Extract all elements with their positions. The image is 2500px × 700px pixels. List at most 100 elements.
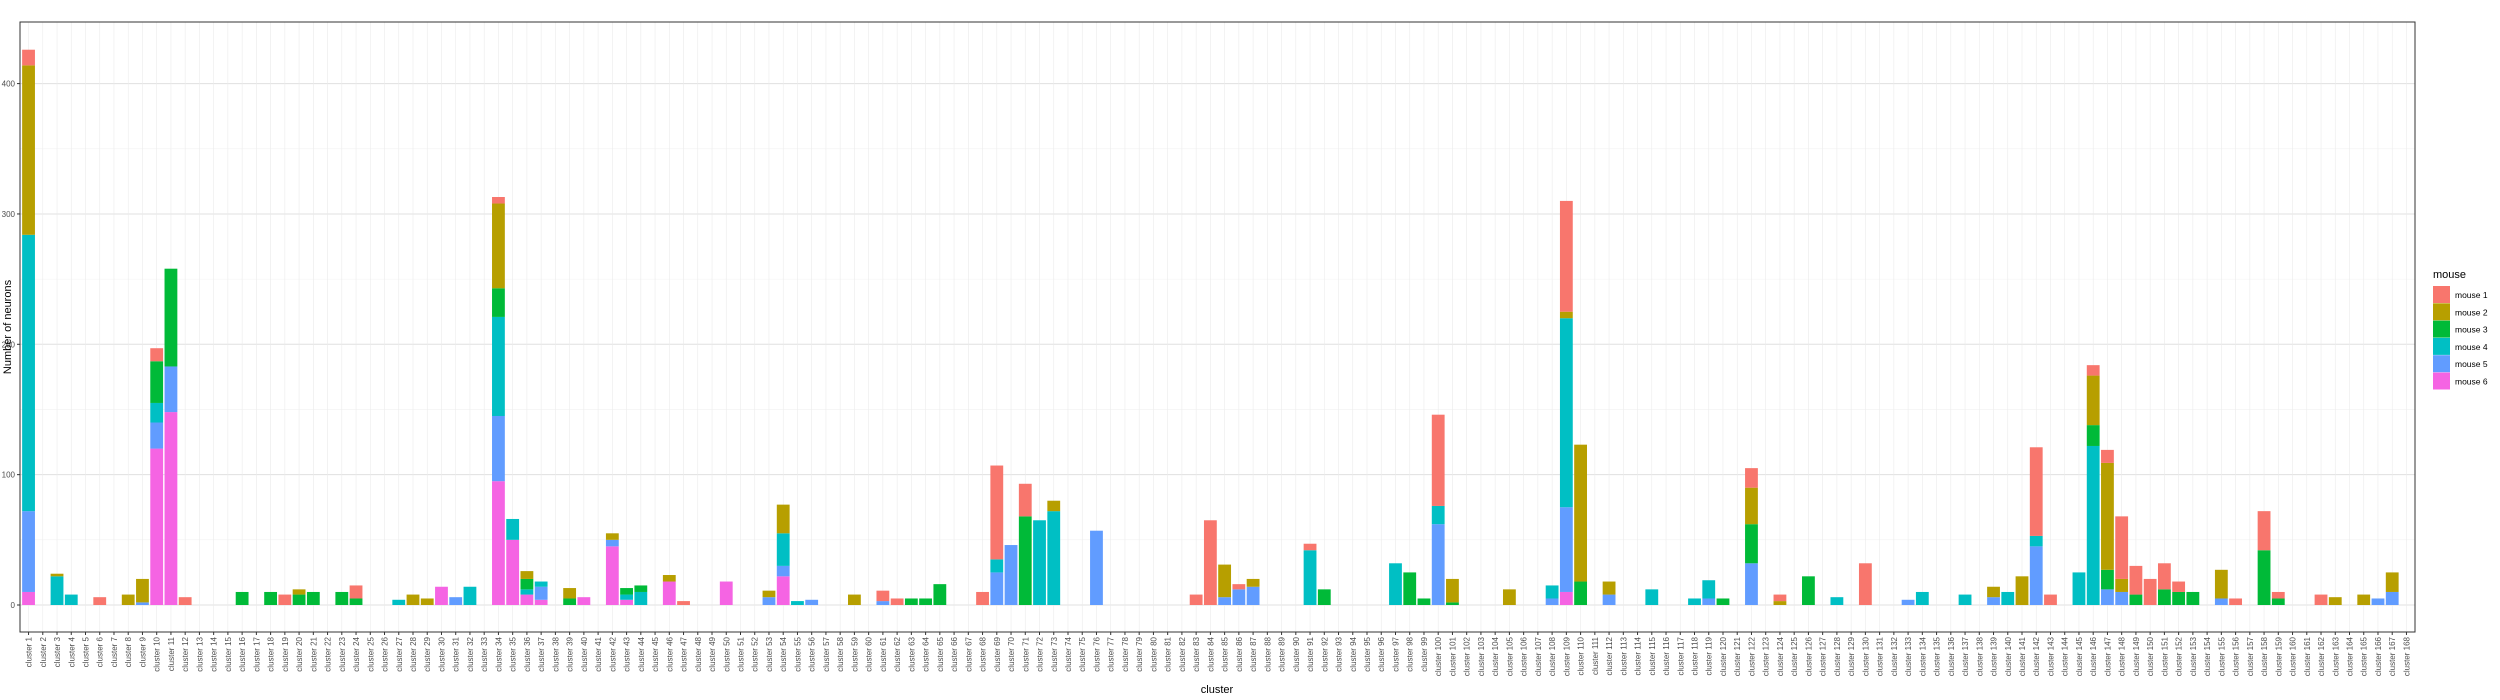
bar-segment [1745, 563, 1758, 605]
bar-segment [1218, 597, 1232, 605]
x-tick-label: cluster 7 [110, 636, 119, 667]
bar-segment [1431, 524, 1445, 605]
x-tick-label: cluster 51 [736, 636, 745, 671]
bar-segment [2115, 516, 2129, 579]
y-tick-label: 0 [11, 601, 16, 610]
bar-segment [577, 597, 591, 605]
bar-segment [1716, 598, 1730, 605]
x-tick-label: cluster 168 [2402, 636, 2411, 676]
x-tick-label: cluster 112 [1605, 636, 1614, 675]
x-tick-label: cluster 160 [2289, 636, 2298, 676]
bar-segment [492, 481, 505, 605]
x-tick-label: cluster 110 [1577, 636, 1586, 675]
x-tick-label: cluster 19 [281, 636, 290, 671]
bar-segment [22, 591, 35, 605]
x-tick-label: cluster 48 [694, 636, 703, 671]
bar-segment [563, 598, 577, 605]
x-axis: cluster 1 cluster 2 cluster 3 cluster 4 clus… [25, 632, 2411, 676]
bar-segment [520, 589, 534, 595]
bar-segment [150, 448, 164, 605]
x-tick-label: cluster 1 [25, 636, 34, 667]
x-tick-label: cluster 121 [1733, 636, 1742, 676]
bar-segment [1246, 578, 1260, 587]
bar-segment [1446, 578, 1459, 603]
bar-segment [563, 588, 577, 599]
panel-border [19, 21, 2416, 633]
x-tick-label: cluster 66 [950, 636, 959, 671]
x-tick-label: cluster 101 [1448, 636, 1457, 676]
bar-segment [449, 597, 463, 605]
bar-segment [1702, 580, 1716, 599]
x-tick-label: cluster 8 [124, 636, 133, 667]
bar-segment [620, 594, 633, 600]
x-tick-label: cluster 108 [1548, 636, 1557, 676]
x-tick-label: cluster 89 [1278, 636, 1287, 671]
x-tick-label: cluster 161 [2303, 636, 2312, 676]
bar-segment [520, 578, 534, 590]
x-tick-label: cluster 72 [1036, 636, 1045, 671]
x-tick-label: cluster 125 [1790, 636, 1799, 676]
x-tick-label: cluster 31 [452, 636, 461, 671]
x-tick-label: cluster 64 [922, 636, 931, 671]
bar-segment [1559, 591, 1573, 605]
x-tick-label: cluster 40 [580, 636, 589, 671]
x-tick-label: cluster 106 [1520, 636, 1529, 676]
y-tick-label: 300 [2, 210, 16, 219]
legend-label: mouse 6 [2455, 377, 2488, 387]
x-tick-label: cluster 76 [1092, 636, 1101, 671]
x-tick-label: cluster 49 [708, 636, 717, 671]
bar-segment [1218, 564, 1232, 598]
legend-label: mouse 4 [2455, 342, 2488, 352]
x-tick-label: cluster 16 [238, 636, 247, 671]
bar-segment [1047, 511, 1061, 605]
bar-segment [1745, 487, 1758, 525]
x-tick-label: cluster 22 [324, 636, 333, 671]
legend-label: mouse 5 [2455, 359, 2488, 369]
bar-segment [2385, 572, 2399, 592]
bar-segment [1018, 516, 1032, 605]
bar-segment [620, 588, 633, 595]
x-tick-label: cluster 122 [1747, 636, 1756, 676]
x-tick-label: cluster 29 [423, 636, 432, 671]
bar-segment [2157, 563, 2171, 590]
bar-segment [876, 601, 890, 605]
bar-segment [1189, 594, 1203, 605]
bar-segment [136, 602, 149, 605]
x-tick-label: cluster 97 [1391, 636, 1400, 671]
x-tick-label: cluster 138 [1975, 636, 1984, 676]
bar-segment [2015, 576, 2029, 605]
x-tick-label: cluster 47 [680, 636, 689, 671]
grid-major [20, 22, 2415, 632]
x-tick-label: cluster 157 [2246, 636, 2255, 676]
bar-segment [150, 422, 164, 449]
bar-segment [93, 597, 107, 605]
x-tick-label: cluster 143 [2046, 636, 2055, 676]
bar-segment [1389, 563, 1402, 605]
bar-segment [2172, 591, 2186, 605]
bar-segment [876, 590, 890, 602]
x-tick-label: cluster 149 [2132, 636, 2141, 676]
x-tick-label: cluster 69 [993, 636, 1002, 671]
x-tick-label: cluster 111 [1591, 636, 1600, 674]
x-tick-label: cluster 155 [2217, 636, 2226, 676]
bar-segment [1602, 581, 1616, 595]
bar-segment [2371, 598, 2385, 605]
x-tick-label: cluster 81 [1164, 636, 1173, 671]
bar-segment [292, 594, 306, 605]
bar-segment [990, 572, 1004, 605]
x-tick-label: cluster 120 [1719, 636, 1728, 676]
x-tick-label: cluster 103 [1477, 636, 1486, 676]
x-tick-label: cluster 159 [2274, 636, 2283, 676]
x-tick-label: cluster 123 [1762, 636, 1771, 676]
bar-segment [121, 594, 135, 605]
bar-segment [2143, 578, 2157, 605]
x-tick-label: cluster 14 [210, 636, 219, 671]
bar-segment [2129, 565, 2143, 595]
x-tick-label: cluster 162 [2317, 636, 2326, 676]
bar-segment [435, 586, 448, 605]
x-tick-label: cluster 119 [1705, 636, 1714, 675]
x-tick-label: cluster 127 [1819, 636, 1828, 676]
bar-segment [2186, 591, 2200, 605]
bar-segment [306, 591, 320, 605]
